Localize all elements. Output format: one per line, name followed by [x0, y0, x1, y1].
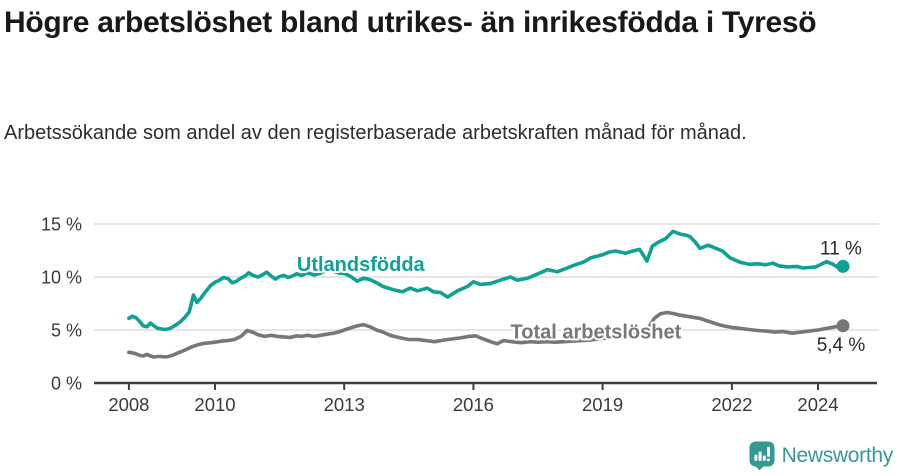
newsworthy-icon	[749, 441, 775, 471]
y-tick-label: 15 %	[41, 215, 82, 235]
series-end-value-utlandsf-dda: 11 %	[820, 238, 862, 259]
series-end-dot-utlandsf-dda	[836, 259, 850, 273]
x-tick-label: 2024	[797, 394, 838, 415]
chart-title: Högre arbetslöshet bland utrikes- än inr…	[4, 6, 817, 39]
series-label-total-arbetsl-shet: Total arbetslöshet	[511, 321, 682, 343]
series-line-utlandsf-dda	[127, 229, 845, 332]
series-end-value-total-arbetsl-shet: 5,4 %	[817, 335, 866, 356]
x-tick-label: 2022	[711, 394, 752, 415]
x-tick-label: 2019	[582, 394, 623, 415]
x-tick-label: 2008	[108, 394, 149, 415]
logo-bubble-tail	[753, 465, 765, 471]
newsworthy-wordmark: Newsworthy	[781, 444, 894, 467]
logo-bubble	[749, 441, 775, 467]
series-label-utlandsf-dda: Utlandsfödda	[297, 254, 426, 276]
logo-bar-chart-glyph	[754, 446, 770, 462]
x-tick-label: 2010	[194, 394, 235, 415]
x-tick-label: 2013	[324, 394, 365, 415]
series-line-total-arbetsl-shet	[127, 310, 845, 359]
x-tick-label: 2016	[453, 394, 494, 415]
y-tick-label: 5 %	[51, 321, 82, 341]
newsworthy-logo: Newsworthy	[749, 441, 893, 471]
y-tick-label: 0 %	[51, 374, 82, 394]
chart-subtitle: Arbetssökande som andel av den registerb…	[4, 122, 747, 144]
series-end-dot-total-arbetsl-shet	[836, 319, 850, 333]
y-tick-label: 10 %	[41, 268, 82, 288]
